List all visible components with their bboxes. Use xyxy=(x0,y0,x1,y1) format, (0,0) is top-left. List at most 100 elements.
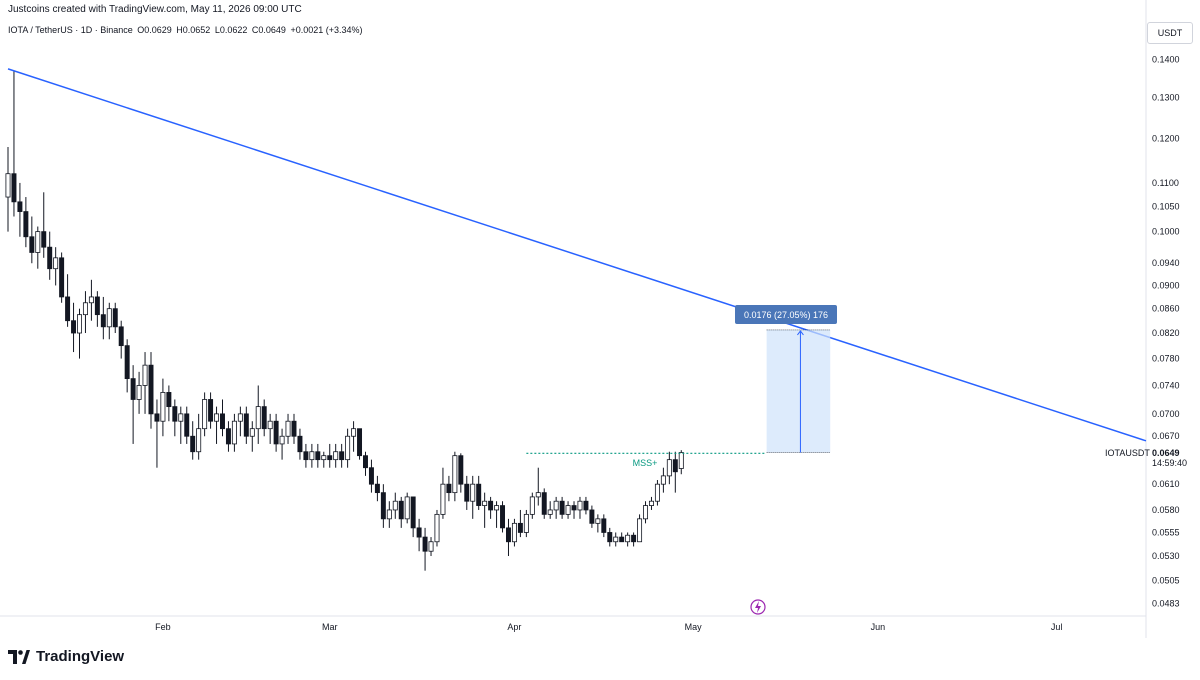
candle xyxy=(583,496,589,515)
candle xyxy=(291,413,297,444)
candle xyxy=(458,453,464,493)
candle xyxy=(35,226,41,269)
candle xyxy=(17,182,23,237)
y-tick-label: 0.0860 xyxy=(1152,304,1180,314)
candle xyxy=(643,501,649,524)
descending-trendline[interactable] xyxy=(7,68,1147,442)
candle xyxy=(225,421,231,452)
candle xyxy=(440,467,446,519)
time-axis[interactable]: Feb Mar Apr May Jun Jul xyxy=(155,622,1062,632)
mss-label: MSS+ xyxy=(633,458,658,468)
candle xyxy=(148,352,154,429)
candle xyxy=(202,392,208,437)
tradingview-logo[interactable]: TradingView xyxy=(8,648,124,665)
candle xyxy=(279,428,285,460)
y-tick-label: 0.0670 xyxy=(1152,431,1180,441)
candle xyxy=(500,501,506,533)
candle xyxy=(23,197,29,248)
candle xyxy=(589,505,595,528)
candle xyxy=(631,532,637,547)
candle xyxy=(285,413,291,444)
candle xyxy=(255,385,261,444)
candle xyxy=(267,413,273,444)
candle xyxy=(470,475,476,519)
candle xyxy=(619,532,625,543)
candle xyxy=(71,302,77,353)
candle xyxy=(303,443,309,468)
candle xyxy=(607,527,613,547)
candle xyxy=(273,413,279,452)
y-tick-label: 0.1300 xyxy=(1152,93,1180,103)
candles-layer xyxy=(5,70,684,571)
price-label-symbol: IOTAUSDT xyxy=(1105,448,1150,458)
y-tick-label: 0.0555 xyxy=(1152,527,1180,537)
candle xyxy=(357,428,363,460)
lightning-icon[interactable] xyxy=(750,599,766,615)
candle xyxy=(547,501,553,519)
candle xyxy=(523,509,529,538)
candle xyxy=(261,399,267,437)
candle xyxy=(488,496,494,519)
candle xyxy=(160,378,166,437)
price-axis[interactable]: 0.1400 0.1300 0.1200 0.1100 0.1050 0.1000 0.09… xyxy=(1152,55,1180,609)
candle xyxy=(541,488,547,519)
candle xyxy=(392,492,398,519)
candle xyxy=(559,496,565,519)
y-tick-label: 0.0780 xyxy=(1152,354,1180,364)
price-range-measure[interactable]: 0.0176 (27.05%) 176 xyxy=(735,305,837,324)
candle xyxy=(363,451,368,476)
y-tick-label: 0.0530 xyxy=(1152,551,1180,561)
y-tick-label: 0.1050 xyxy=(1152,202,1180,212)
measure-label-box xyxy=(735,305,837,324)
candle xyxy=(553,496,559,519)
candle xyxy=(660,467,666,493)
currency-selector[interactable]: USDT xyxy=(1147,22,1193,44)
candle xyxy=(416,518,422,552)
y-tick-label: 0.0740 xyxy=(1152,380,1180,390)
candle xyxy=(577,496,583,519)
candle xyxy=(476,475,482,510)
tradingview-logo-text: TradingView xyxy=(36,648,125,665)
y-tick-label: 0.0700 xyxy=(1152,409,1180,419)
candle xyxy=(529,492,535,519)
measure-box[interactable] xyxy=(766,329,831,453)
candle xyxy=(29,216,35,264)
candle xyxy=(654,480,660,506)
y-tick-label: 0.1000 xyxy=(1152,227,1180,237)
candle xyxy=(327,443,333,468)
symbol-pair[interactable]: IOTA / TetherUS · 1D · Binance xyxy=(8,25,133,35)
candle xyxy=(386,501,392,528)
candle xyxy=(59,252,65,303)
candle xyxy=(613,532,619,547)
overlay-layer xyxy=(7,68,1147,454)
ohlc-open: O0.0629 xyxy=(137,25,172,35)
candle xyxy=(434,509,440,547)
x-tick-label: Feb xyxy=(155,622,171,632)
candle xyxy=(315,443,321,468)
candle xyxy=(428,537,434,557)
y-tick-label: 0.0610 xyxy=(1152,479,1180,489)
candle xyxy=(237,406,243,437)
candle xyxy=(94,291,100,327)
y-tick-label: 0.1100 xyxy=(1152,178,1179,188)
x-tick-label: Jul xyxy=(1051,622,1063,632)
candle xyxy=(666,451,672,485)
candle xyxy=(380,484,386,528)
candle xyxy=(297,428,303,460)
candle xyxy=(565,501,571,519)
candle xyxy=(118,320,124,359)
x-tick-label: Apr xyxy=(507,622,521,632)
y-tick-label: 0.0580 xyxy=(1152,505,1180,515)
candle xyxy=(404,492,410,524)
candle xyxy=(82,291,88,334)
last-price-label: IOTAUSDT 0.0649 14:59:40 xyxy=(1105,448,1187,468)
candle xyxy=(106,302,112,340)
candle xyxy=(648,496,654,510)
candle xyxy=(351,421,357,452)
x-tick-label: Mar xyxy=(322,622,338,632)
candle xyxy=(464,475,470,510)
candle xyxy=(595,514,601,533)
candle xyxy=(321,451,327,468)
x-tick-label: Jun xyxy=(871,622,886,632)
